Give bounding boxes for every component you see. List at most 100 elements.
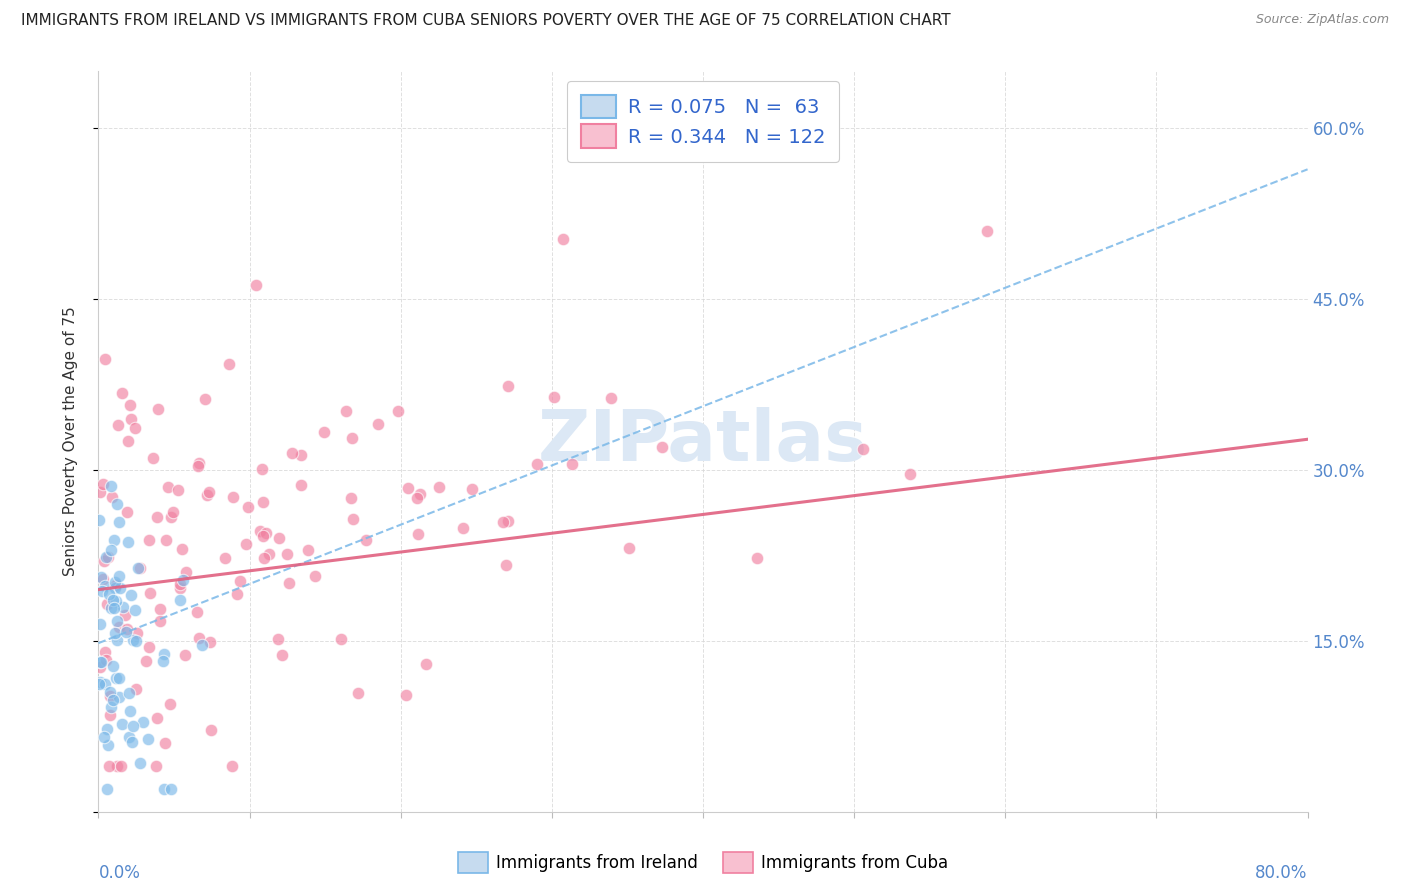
Point [100,699,122,714]
Point [124,421,146,435]
Point [186,605,208,619]
Point [267,531,290,545]
Point [105,614,128,628]
Point [599,391,621,405]
Point [89,513,111,527]
Point [98,690,121,704]
Point [367,417,389,431]
Point [110,716,132,731]
Point [152,647,174,661]
Point [159,697,181,711]
Point [169,592,191,607]
Point [492,515,515,529]
Point [120,398,142,412]
Point [127,626,149,640]
Point [121,734,143,748]
Point [110,759,132,773]
Point [115,505,138,519]
Point [101,658,124,673]
Point [97,738,120,752]
Point [122,719,145,733]
Point [108,581,131,595]
Point [218,357,240,371]
Point [314,425,336,439]
Point [214,550,236,565]
Point [415,657,437,671]
Point [93,677,115,691]
Point [136,731,159,746]
Point [254,525,277,540]
Point [290,448,312,462]
Point [96,723,118,737]
Point [89,675,111,690]
Point [138,533,160,548]
Point [91,477,114,491]
Point [187,458,209,473]
Point [100,479,122,493]
Point [155,533,177,547]
Point [226,587,249,601]
Point [91,572,114,586]
Point [281,446,304,460]
Point [145,759,167,773]
Point [114,624,136,639]
Legend: R = 0.075   N =  63, R = 0.344   N = 122: R = 0.075 N = 63, R = 0.344 N = 122 [567,81,839,161]
Point [249,524,271,539]
Point [617,541,640,555]
Point [114,608,136,623]
Point [142,450,165,465]
Point [120,412,142,426]
Point [94,653,117,667]
Point [342,431,364,445]
Point [250,462,273,476]
Point [105,633,128,648]
Point [543,390,565,404]
Point [245,277,267,292]
Point [111,386,134,401]
Point [526,457,548,471]
Point [125,681,148,696]
Point [329,632,352,647]
Point [187,456,209,470]
Point [124,603,146,617]
Text: IMMIGRANTS FROM IRELAND VS IMMIGRANTS FROM CUBA SENIORS POVERTY OVER THE AGE OF : IMMIGRANTS FROM IRELAND VS IMMIGRANTS FR… [21,13,950,29]
Point [107,516,129,530]
Point [107,418,129,433]
Point [97,587,120,601]
Point [105,759,128,773]
Point [335,404,357,418]
Point [117,685,139,699]
Point [406,527,429,541]
Point [496,379,519,393]
Point [267,632,290,646]
Point [271,648,294,662]
Point [340,491,363,505]
Point [396,482,419,496]
Point [117,535,139,549]
Point [90,655,112,669]
Point [115,622,138,636]
Point [229,574,252,589]
Point [93,554,115,568]
Point [122,633,145,648]
Point [172,574,194,588]
Point [451,521,474,535]
Point [101,693,124,707]
Point [153,735,176,749]
Point [252,494,274,508]
Point [162,505,184,519]
Point [160,781,183,796]
Point [89,485,111,500]
Point [90,570,112,584]
Text: Source: ZipAtlas.com: Source: ZipAtlas.com [1256,13,1389,27]
Point [561,457,583,471]
Point [103,600,125,615]
Point [94,352,117,367]
Point [496,515,519,529]
Point [146,711,169,725]
Point [104,594,127,608]
Point [277,575,299,590]
Point [304,569,326,583]
Point [100,543,122,558]
Point [138,640,160,655]
